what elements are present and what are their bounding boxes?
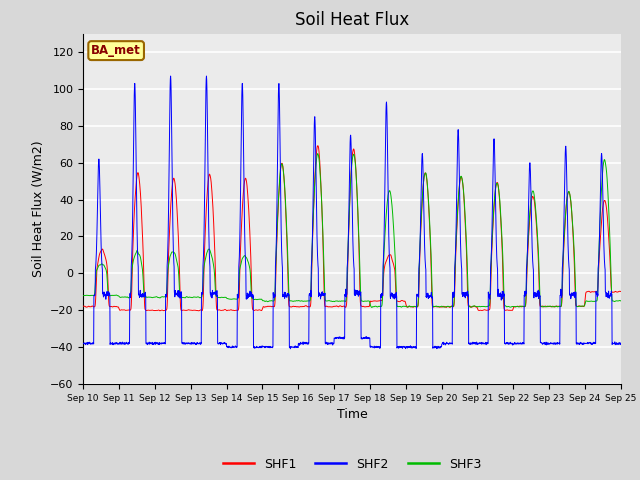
SHF2 [585,341,593,347]
Line: SHF2: SHF2 [83,76,621,349]
Line: SHF1: SHF1 [83,146,621,311]
Y-axis label: Soil Heat Flux (W/m2): Soil Heat Flux (W/m2) [31,141,44,277]
SHF1 [230,307,237,313]
SHF2 [230,345,237,350]
X-axis label: Time: Time [337,408,367,421]
SHF2 [509,340,516,346]
SHF1 [79,303,87,309]
SHF1 [570,246,577,252]
SHF1 [195,308,202,313]
Title: Soil Heat Flux: Soil Heat Flux [295,11,409,29]
SHF1 [509,307,516,313]
SHF2 [380,254,387,260]
SHF2 [287,346,294,352]
SHF3 [368,304,376,310]
SHF1 [617,288,625,294]
SHF2 [79,340,87,346]
SHF3 [229,296,237,302]
SHF3 [380,263,387,268]
SHF2 [617,340,625,346]
SHF3 [368,304,376,310]
SHF3 [585,298,593,304]
SHF2 [368,344,376,349]
SHF1 [368,299,376,304]
SHF2 [570,291,577,297]
Text: BA_met: BA_met [92,44,141,57]
SHF1 [380,275,387,280]
SHF1 [314,143,322,149]
SHF3 [509,304,516,310]
SHF3 [314,151,322,156]
SHF3 [79,293,87,299]
SHF3 [617,298,625,304]
Legend: SHF1, SHF2, SHF3: SHF1, SHF2, SHF3 [218,453,486,476]
Line: SHF3: SHF3 [83,154,621,307]
SHF1 [585,288,593,294]
SHF2 [167,73,175,79]
SHF3 [570,240,577,245]
